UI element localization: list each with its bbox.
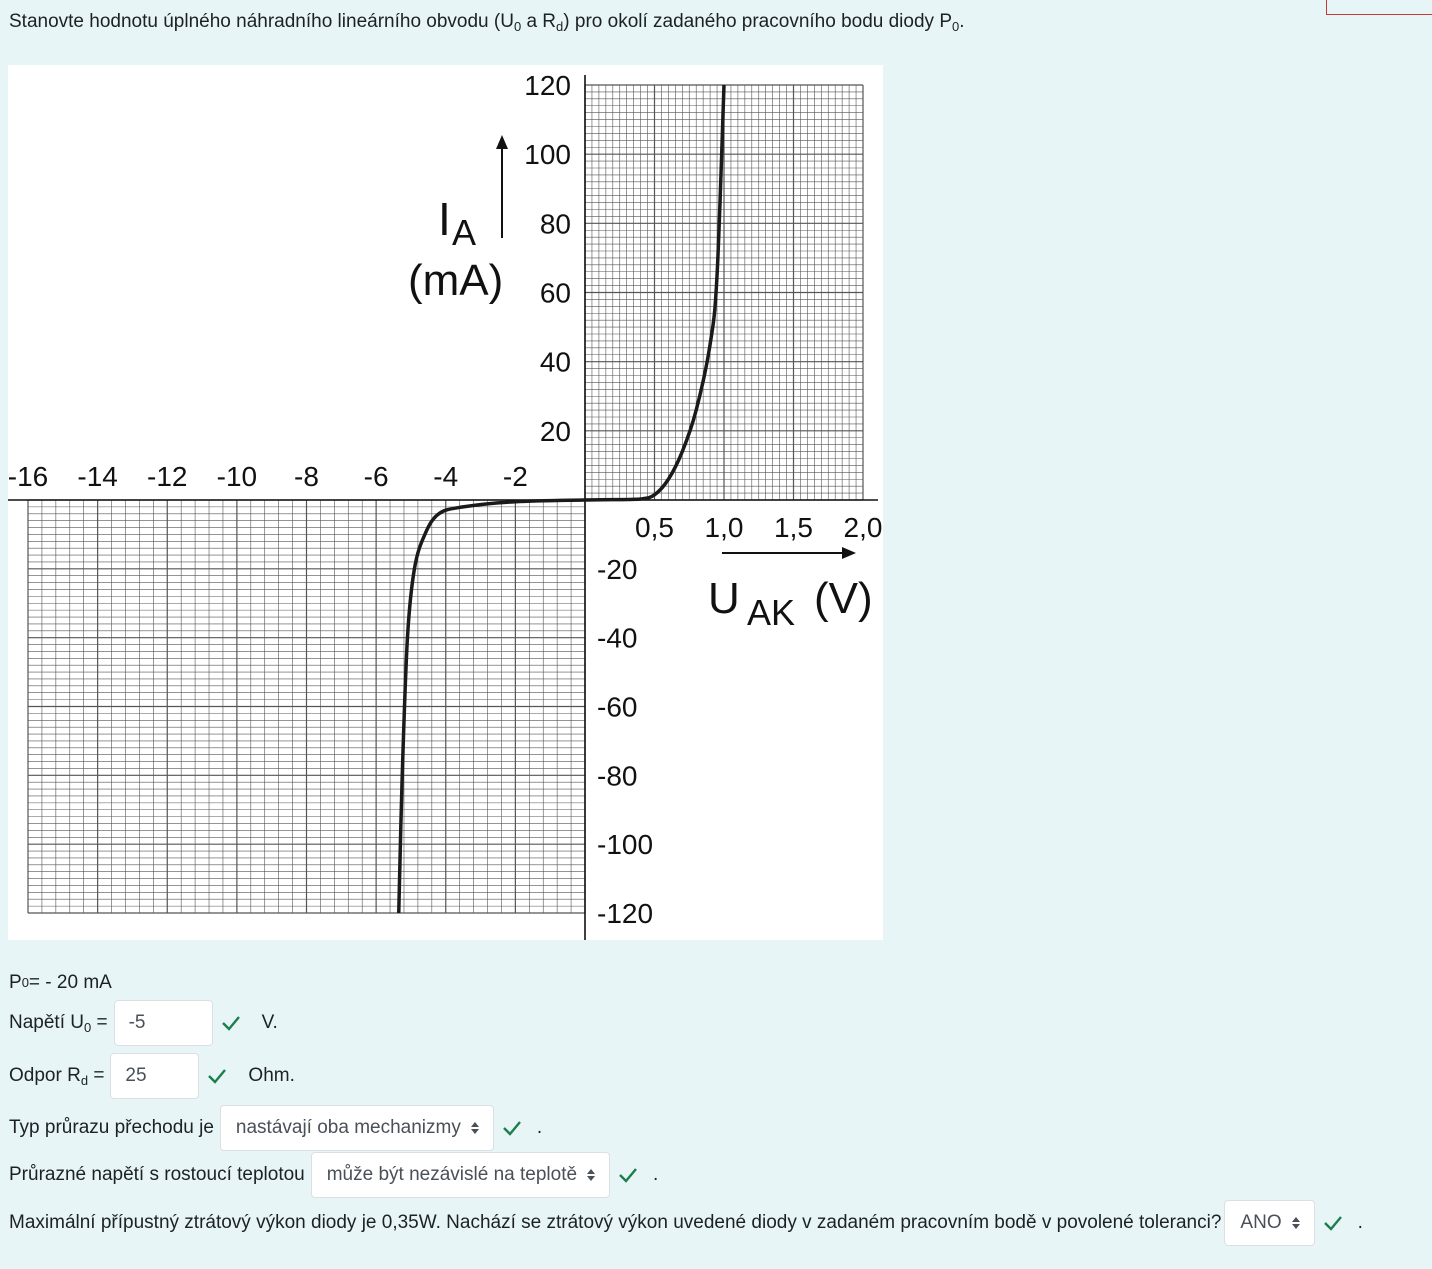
x-axis-label-main: U [708,574,740,623]
x-tick-label: 1,0 [705,512,744,543]
x-tick-label: 2,0 [844,512,883,543]
chart-svg: 120 100 80 60 40 20 -20 -40 -60 -80 -100 -120 0,5 1,0… [8,70,883,940]
y-axis-label-sub: A [452,212,476,253]
power-selected: ANO [1240,1212,1282,1233]
y-tick-label: 100 [524,139,571,170]
reverse-curve [397,498,586,914]
select-caret-icon [587,1169,596,1181]
x-tick-label: -4 [433,461,458,492]
check-icon [503,1121,521,1136]
p0-line: P 0 = - 20 mA [9,972,112,993]
voltage-unit: V. [261,1012,278,1033]
forward-curve [584,84,726,502]
y-tick-label: -20 [597,554,637,585]
check-icon [1323,1216,1342,1231]
x-axis-label-unit: (V) [814,574,873,623]
select-caret-icon [1291,1217,1300,1229]
y-tick-label: 80 [540,208,571,239]
breakdown-temp-row: Průrazné napětí s rostoucí teplotou může… [9,1152,658,1198]
breakdown-temp-select[interactable]: může být nezávislé na teplotě [310,1152,611,1198]
breakdown-temp-label: Průrazné napětí s rostoucí teplotou [9,1164,305,1185]
breakdown-temp-selected: může být nezávislé na teplotě [326,1164,578,1185]
x-axis-label-sub: AK [747,592,795,633]
power-select[interactable]: ANO [1224,1200,1315,1246]
breakdown-type-row: Typ průrazu přechodu je nastávají oba me… [9,1105,542,1151]
resistance-row: Odpor Rd = 25 Ohm. [9,1053,295,1099]
x-tick-label: -2 [503,461,528,492]
corner-frame [1326,0,1432,15]
y-tick-label: 40 [540,347,571,378]
y-axis-arrow-head [496,135,508,149]
y-axis-label-main: I [438,193,451,245]
x-axis-arrow-head [842,547,856,559]
x-tick-label: -8 [294,461,319,492]
breakdown-type-label: Typ průrazu přechodu je [9,1117,214,1138]
x-tick-label: 0,5 [635,512,674,543]
resistance-unit: Ohm. [248,1065,295,1086]
check-icon [619,1168,637,1183]
x-tick-label: 1,5 [774,512,813,543]
voltage-label: Napětí U0 = [9,1012,108,1035]
y-tick-label: 120 [524,70,571,101]
y-axis-label-unit: (mA) [408,256,503,305]
x-tick-label: -14 [77,461,117,492]
y-tick-label: -120 [597,898,653,929]
x-tick-label: -16 [8,461,48,492]
y-tick-label: -100 [597,829,653,860]
breakdown-type-select[interactable]: nastávají oba mechanizmy [219,1105,494,1151]
breakdown-type-selected: nastávají oba mechanizmy [235,1117,461,1138]
y-tick-label: 60 [540,278,571,309]
x-tick-label: -12 [147,461,187,492]
power-label: Maximální přípustný ztrátový výkon diody… [9,1212,1222,1233]
x-tick-label: -6 [364,461,389,492]
voltage-input[interactable]: -5 [113,1000,213,1046]
select-caret-icon [470,1122,479,1134]
resistance-label: Odpor Rd = [9,1065,105,1088]
check-icon [208,1069,227,1084]
y-tick-label: -80 [597,760,637,791]
question-text: Stanovte hodnotu úplného náhradního line… [9,11,965,34]
y-tick-label: -60 [597,692,637,723]
power-row: Maximální přípustný ztrátový výkon diody… [9,1200,1363,1246]
voltage-row: Napětí U0 = -5 V. [9,1000,278,1046]
y-tick-label: 20 [540,416,571,447]
x-tick-label: -10 [217,461,257,492]
check-icon [221,1016,240,1031]
y-tick-label: -40 [597,623,637,654]
resistance-input[interactable]: 25 [110,1053,200,1099]
diode-characteristic-chart: 120 100 80 60 40 20 -20 -40 -60 -80 -100 -120 0,5 1,0… [8,65,883,940]
